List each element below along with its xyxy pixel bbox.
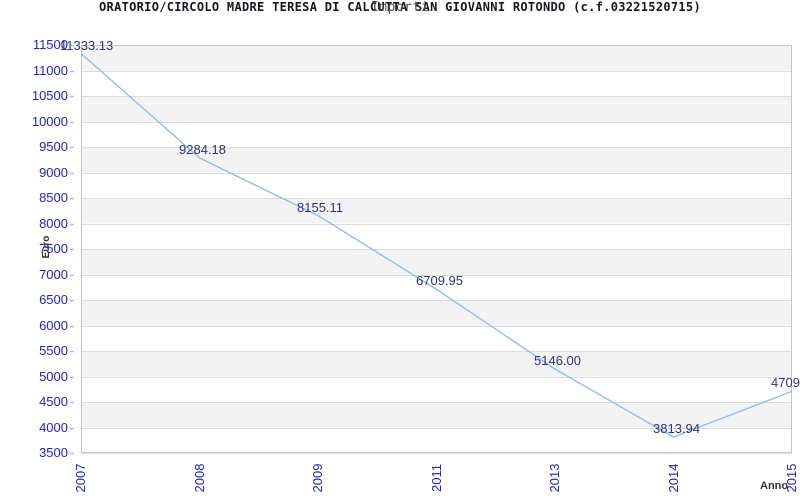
y-tick-label: 5500	[39, 343, 68, 358]
y-tick-label: 4000	[39, 420, 68, 435]
band-stripe	[81, 351, 792, 377]
y-tick-label: 10500	[31, 88, 68, 103]
band-stripe	[81, 249, 792, 275]
y-tick-label: 8500	[39, 190, 68, 205]
band-stripe	[81, 147, 792, 173]
y-tick-label: 7500	[39, 241, 68, 256]
y-tick-label: 6500	[39, 292, 68, 307]
x-tick-label: 2014	[666, 463, 681, 493]
x-tick-label: 2015	[784, 463, 799, 493]
chart-subtitle: Importi	[370, 0, 430, 15]
y-tick-label: 11000	[32, 63, 68, 78]
x-tick-label: 2013	[547, 463, 562, 493]
y-tick-label: 11500	[32, 37, 68, 52]
data-point-label: 4709.2	[771, 375, 800, 390]
x-tick-label: 2009	[310, 463, 325, 493]
data-point-label: 5146.00	[534, 353, 581, 368]
y-tick-label: 9000	[39, 165, 68, 180]
y-tick-label: 8000	[39, 216, 68, 231]
data-point-label: 6709.95	[416, 273, 463, 288]
y-tick-label: 7000	[39, 267, 68, 282]
x-axis-title: Anno	[760, 480, 789, 492]
gridlines	[81, 45, 792, 454]
x-tick-label: 2007	[73, 463, 88, 493]
x-tick-label: 2008	[192, 463, 207, 493]
data-point-label: 11333.13	[60, 38, 114, 53]
y-tick-label: 10000	[31, 114, 68, 129]
y-tick-label: 4500	[39, 394, 68, 409]
y-axis-tick-marks	[70, 44, 74, 455]
data-point-label: 8155.11	[297, 200, 344, 215]
x-tick-label: 2011	[429, 464, 444, 492]
y-tick-label: 3500	[39, 445, 68, 460]
y-tick-label: 9500	[39, 139, 68, 154]
data-point-label: 9284.18	[179, 142, 226, 157]
band-stripe	[81, 96, 792, 122]
trend-line	[80, 53, 793, 438]
band-stripes	[81, 45, 792, 428]
plot-border	[81, 45, 792, 453]
band-stripe	[81, 300, 792, 326]
band-stripe	[81, 198, 792, 224]
y-tick-label: 5000	[39, 369, 68, 384]
y-tick-label: 6000	[39, 318, 68, 333]
band-stripe	[81, 402, 792, 428]
data-point-label: 3813.94	[653, 421, 700, 436]
band-stripe	[81, 45, 792, 71]
chart-title: ORATORIO/CIRCOLO MADRE TERESA DI CALCUTT…	[99, 0, 701, 14]
